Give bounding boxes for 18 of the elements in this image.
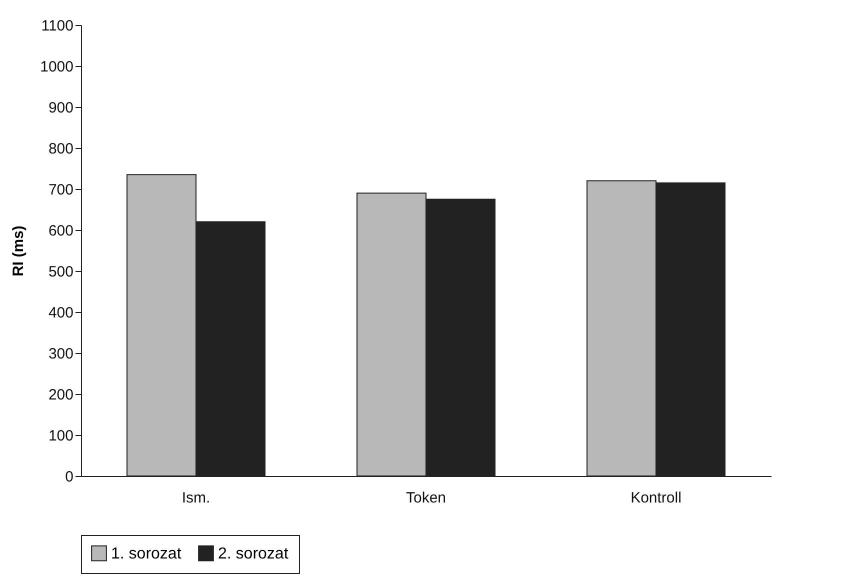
legend-label: 1. sorozat: [111, 545, 182, 562]
y-axis-title: RI (ms): [10, 226, 28, 276]
y-tick-label: 600: [48, 222, 74, 240]
y-tick-label: 800: [48, 140, 74, 158]
y-tick-label: 700: [48, 182, 74, 198]
y-tick-label: 500: [48, 264, 74, 280]
x-tick-label: Kontroll: [630, 490, 682, 506]
y-tick-label: 300: [48, 346, 74, 362]
y-tick-label: 1100: [41, 18, 74, 34]
x-tick-label: Ism.: [182, 490, 210, 506]
y-tick-label: 900: [48, 100, 74, 116]
y-tick-label: 100: [48, 428, 74, 444]
legend-label: 2. sorozat: [218, 545, 289, 562]
y-tick-label: 1000: [40, 58, 74, 76]
x-tick-label: Token: [406, 490, 446, 506]
y-tick-label: 200: [48, 386, 74, 404]
y-tick-label: 0: [65, 468, 74, 486]
y-tick-label: 400: [48, 304, 74, 322]
